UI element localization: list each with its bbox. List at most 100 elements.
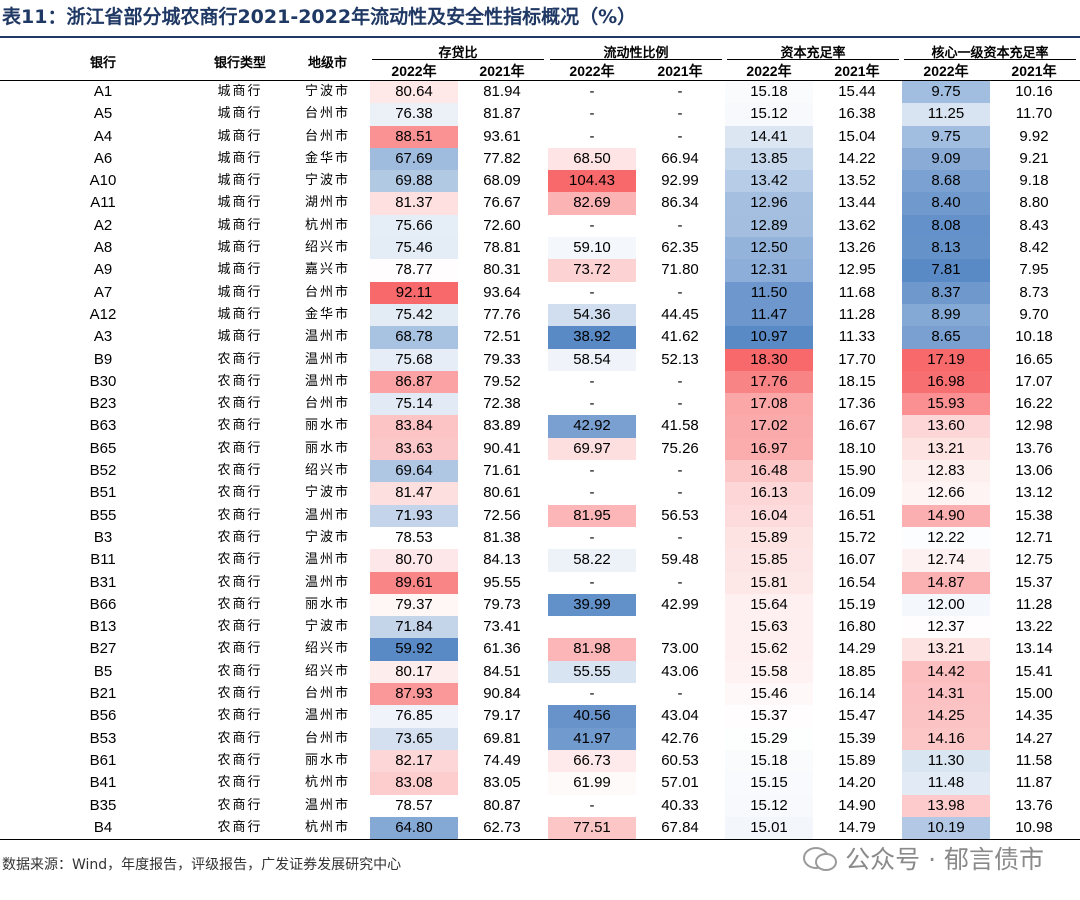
cet1-2022: 10.19 (902, 816, 990, 840)
cet1-2021: 13.76 (1015, 439, 1053, 457)
car-2022: 15.64 (725, 593, 813, 617)
car-2022: 15.85 (725, 549, 813, 572)
liquidity-2021: - (677, 573, 683, 591)
table-row: B30 农商行 温州市 86.87 79.52 - - 17.76 18.15 16.98 17.0… (0, 370, 1080, 394)
city-name: 丽水市 (304, 752, 350, 768)
city-name: 温州市 (304, 373, 350, 389)
liquidity-2021: - (677, 685, 683, 703)
bank-type: 农商行 (217, 619, 263, 635)
liquidity-2021: 71.80 (661, 261, 699, 279)
liquidity-2022: - (589, 796, 595, 814)
cet1-2022: 14.16 (902, 727, 990, 750)
table-row: B3 农商行 宁波市 78.53 81.38 - - 15.89 15.72 12.22 12.71 (0, 526, 1080, 550)
header-year-2022: 2022年 (923, 63, 969, 79)
ldr-2021: 83.05 (483, 774, 521, 792)
cet1-2021: 15.37 (1015, 573, 1053, 591)
group-underline (550, 59, 722, 60)
header-year-2021: 2021年 (657, 63, 703, 79)
header-year-2021: 2021年 (1011, 63, 1057, 79)
bank-type: 农商行 (217, 641, 263, 657)
ldr-2022: 78.57 (370, 794, 458, 817)
ldr-2022: 75.42 (370, 303, 458, 327)
city-name: 金华市 (304, 150, 350, 166)
car-2022: 15.29 (725, 727, 813, 750)
liquidity-2021: 52.13 (661, 350, 699, 368)
liquidity-2022: 73.72 (548, 259, 636, 282)
ldr-2021: 81.87 (483, 105, 521, 123)
car-2021: 12.95 (838, 261, 876, 279)
cet1-2022: 13.60 (902, 415, 990, 438)
city-name: 台州市 (304, 396, 350, 412)
table-row: A10 城商行 宁波市 69.88 68.09 104.43 92.99 13.42 13.52… (0, 170, 1080, 193)
ldr-2022: 86.87 (370, 370, 458, 394)
cet1-2021: 13.22 (1015, 618, 1053, 636)
city-name: 台州市 (304, 106, 350, 122)
header-loan-deposit-ratio: 存贷比 (438, 46, 478, 61)
liquidity-2022: - (589, 127, 595, 145)
car-2022: 12.89 (725, 214, 813, 238)
ldr-2021: 80.61 (483, 484, 521, 502)
bank-name: A6 (93, 149, 113, 167)
ldr-2021: 77.76 (483, 305, 521, 323)
ldr-2021: 72.60 (483, 216, 521, 234)
liquidity-2022: 59.10 (548, 237, 636, 260)
cet1-2022: 12.66 (902, 482, 990, 505)
ldr-2021: 68.09 (483, 172, 521, 190)
bank-name: B23 (89, 395, 117, 413)
cet1-2021: 8.42 (1019, 239, 1049, 257)
bank-name: A10 (89, 172, 117, 190)
header-year-2022: 2022年 (746, 63, 792, 79)
table-row: B13 农商行 宁波市 71.84 73.41 15.63 16.80 12.37 13.22 (0, 616, 1080, 639)
ldr-2022: 78.53 (370, 526, 458, 550)
table-row: A3 城商行 温州市 68.78 72.51 38.92 41.62 10.97 11.33 8.… (0, 326, 1080, 349)
bank-type: 城商行 (217, 106, 263, 122)
table-row: A11 城商行 湖州市 81.37 76.67 82.69 86.34 12.96 13.44 8… (0, 192, 1080, 215)
car-2021: 11.28 (838, 305, 876, 323)
table-row: B53 农商行 台州市 73.65 69.81 41.97 42.76 15.29 15.39 1… (0, 727, 1080, 750)
liquidity-2022: 68.50 (548, 147, 636, 171)
bank-name: B5 (93, 662, 113, 680)
bank-name: B30 (89, 372, 117, 390)
liquidity-2022: - (589, 573, 595, 591)
bank-type: 城商行 (217, 128, 263, 144)
liquidity-2021: - (677, 462, 683, 480)
liquidity-2022: 66.73 (548, 749, 636, 773)
table-row: A2 城商行 杭州市 75.66 72.60 - - 12.89 13.62 8.08 8.43 (0, 214, 1080, 238)
cet1-2022: 12.83 (902, 460, 990, 483)
cet1-2022: 12.22 (902, 526, 990, 550)
car-2021: 13.52 (838, 172, 876, 190)
cet1-2021: 16.65 (1015, 350, 1053, 368)
bank-type: 城商行 (217, 306, 263, 322)
liquidity-2021: 92.99 (661, 172, 699, 190)
bank-name: B61 (89, 751, 117, 769)
cet1-2021: 9.92 (1019, 127, 1049, 145)
bank-name: B65 (89, 439, 117, 457)
bank-type: 农商行 (217, 396, 263, 412)
ldr-2021: 93.61 (483, 127, 521, 145)
car-2021: 14.79 (838, 818, 876, 836)
ldr-2022: 83.63 (370, 437, 458, 461)
cet1-2022: 13.21 (902, 437, 990, 461)
car-2022: 15.62 (725, 638, 813, 661)
car-2021: 16.14 (838, 685, 876, 703)
cet1-2021: 9.21 (1019, 149, 1049, 167)
liquidity-2022: 81.98 (548, 638, 636, 661)
table-row: A9 城商行 嘉兴市 78.77 80.31 73.72 71.80 12.31 12.95 7.… (0, 259, 1080, 282)
liquidity-2022: - (589, 462, 595, 480)
city-name: 宁波市 (304, 84, 350, 99)
city-name: 杭州市 (304, 819, 350, 835)
city-name: 丽水市 (304, 596, 350, 612)
ldr-2021: 79.17 (483, 707, 521, 725)
ldr-2022: 71.93 (370, 504, 458, 527)
header-core-tier1: 核心一级资本充足率 (931, 46, 1049, 61)
liquidity-2022: 81.95 (548, 504, 636, 527)
car-2021: 14.22 (838, 149, 876, 167)
liquidity-2021: - (677, 216, 683, 234)
ldr-2022: 83.08 (370, 772, 458, 795)
bank-type: 农商行 (217, 574, 263, 590)
city-name: 湖州市 (304, 195, 350, 211)
car-2022: 15.37 (725, 705, 813, 728)
city-name: 金华市 (304, 306, 350, 322)
cet1-2022: 11.48 (902, 772, 990, 795)
bank-type: 城商行 (217, 284, 263, 300)
